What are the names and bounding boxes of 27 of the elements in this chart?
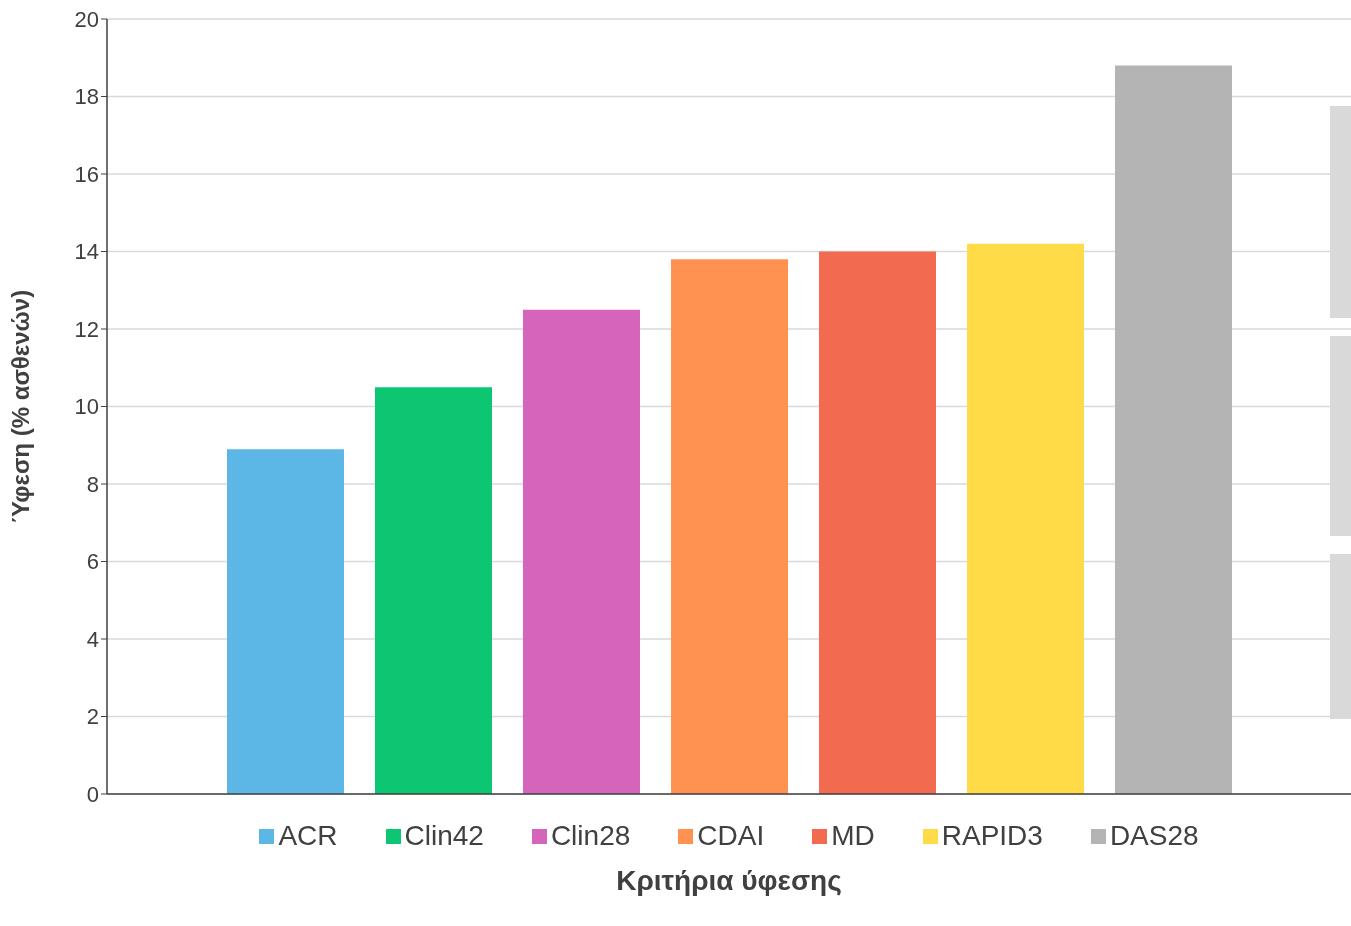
legend-label: RAPID3 (940, 820, 1043, 852)
y-tick-label: 18 (74, 84, 99, 110)
x-axis-title: Κριτήρια ύφεσης (616, 865, 842, 896)
y-tick-label: 16 (74, 161, 99, 187)
bar (671, 259, 788, 794)
bar (227, 449, 344, 794)
legend-label: Clin28 (549, 820, 631, 852)
y-tick-label: 8 (86, 471, 99, 497)
bar (523, 309, 640, 794)
y-tick-label: 12 (74, 316, 99, 342)
y-axis-title: Ύφεση (% ασθενών) (6, 289, 34, 524)
bar (375, 387, 492, 794)
y-tick-label: 10 (74, 394, 99, 420)
y-tick-label: 6 (86, 549, 99, 575)
y-tick-label: 20 (74, 6, 99, 32)
legend-label: ACR (277, 820, 338, 852)
y-tick-label: 14 (74, 239, 99, 265)
bar (1115, 65, 1232, 794)
legend-label: CDAI (696, 820, 765, 852)
legend-label: Clin42 (403, 820, 484, 852)
y-tick-label: 0 (86, 781, 99, 807)
legend-label: MD (830, 820, 875, 852)
legend-label: DAS28 (1108, 820, 1199, 852)
bar (967, 243, 1084, 794)
bar (819, 251, 936, 794)
y-tick-label: 4 (86, 626, 99, 652)
y-tick-label: 2 (86, 704, 99, 730)
